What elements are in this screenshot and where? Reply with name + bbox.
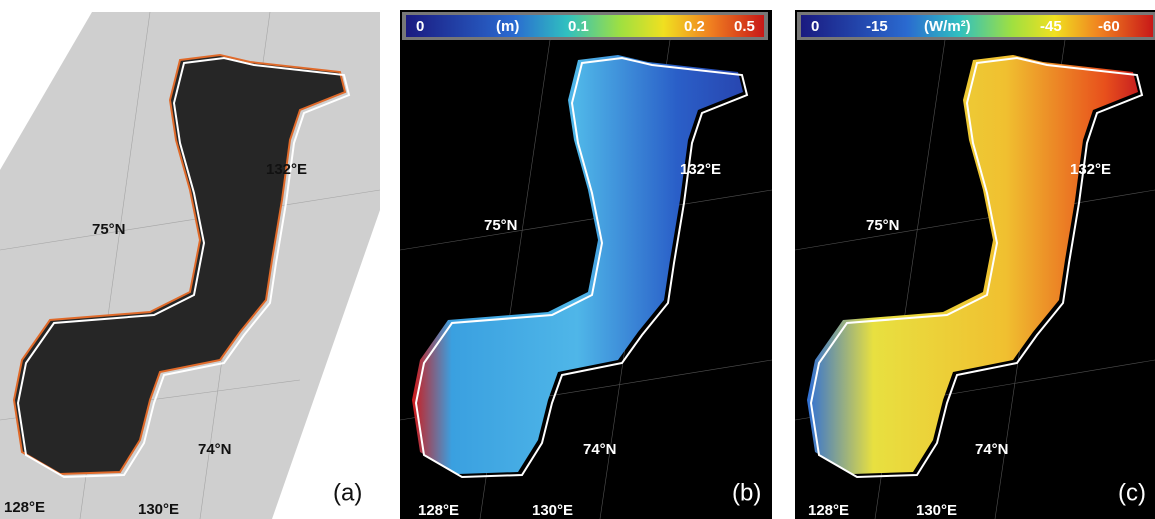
lon-label: 128°E: [418, 502, 459, 519]
lat-label: 75°N: [484, 217, 518, 234]
colorbar-label: -60: [1098, 18, 1120, 35]
colorbar-label: 0.1: [568, 18, 589, 35]
colorbar-label: (m): [496, 18, 519, 35]
panel-c: 0 -15 (W/m²) -45 -60 75°N 74°N 132°E 128…: [795, 10, 1155, 519]
colorbar-label: 0.5: [734, 18, 755, 35]
panel-label: (b): [732, 479, 761, 506]
lat-label: 75°N: [866, 217, 900, 234]
lat-label: 74°N: [975, 441, 1009, 458]
panel-b: 0 (m) 0.1 0.2 0.5 75°N 74°N 132°E 128°E …: [400, 10, 772, 519]
lon-label: 128°E: [808, 502, 849, 519]
panel-a: 75°N 74°N 132°E 128°E 130°E (a): [0, 10, 380, 519]
lat-label: 75°N: [92, 221, 126, 238]
colorbar-label: 0: [811, 18, 819, 35]
lat-label: 74°N: [583, 441, 617, 458]
lon-label: 132°E: [1070, 161, 1111, 178]
lon-label: 132°E: [680, 161, 721, 178]
panel-label: (a): [333, 479, 362, 506]
lon-label: 128°E: [4, 499, 45, 516]
lon-label: 130°E: [532, 502, 573, 519]
lon-label: 130°E: [138, 501, 179, 518]
panel-label: (c): [1118, 479, 1146, 506]
colorbar-label: -45: [1040, 18, 1062, 35]
colorbar-label: -15: [866, 18, 888, 35]
lat-label: 74°N: [198, 441, 232, 458]
colorbar-label: 0.2: [684, 18, 705, 35]
colorbar-label: 0: [416, 18, 424, 35]
figure: 75°N 74°N 132°E 128°E 130°E (a) 0 (m) 0.…: [0, 0, 1155, 519]
colorbar-label: (W/m²): [924, 18, 971, 35]
lon-label: 132°E: [266, 161, 307, 178]
lon-label: 130°E: [916, 502, 957, 519]
